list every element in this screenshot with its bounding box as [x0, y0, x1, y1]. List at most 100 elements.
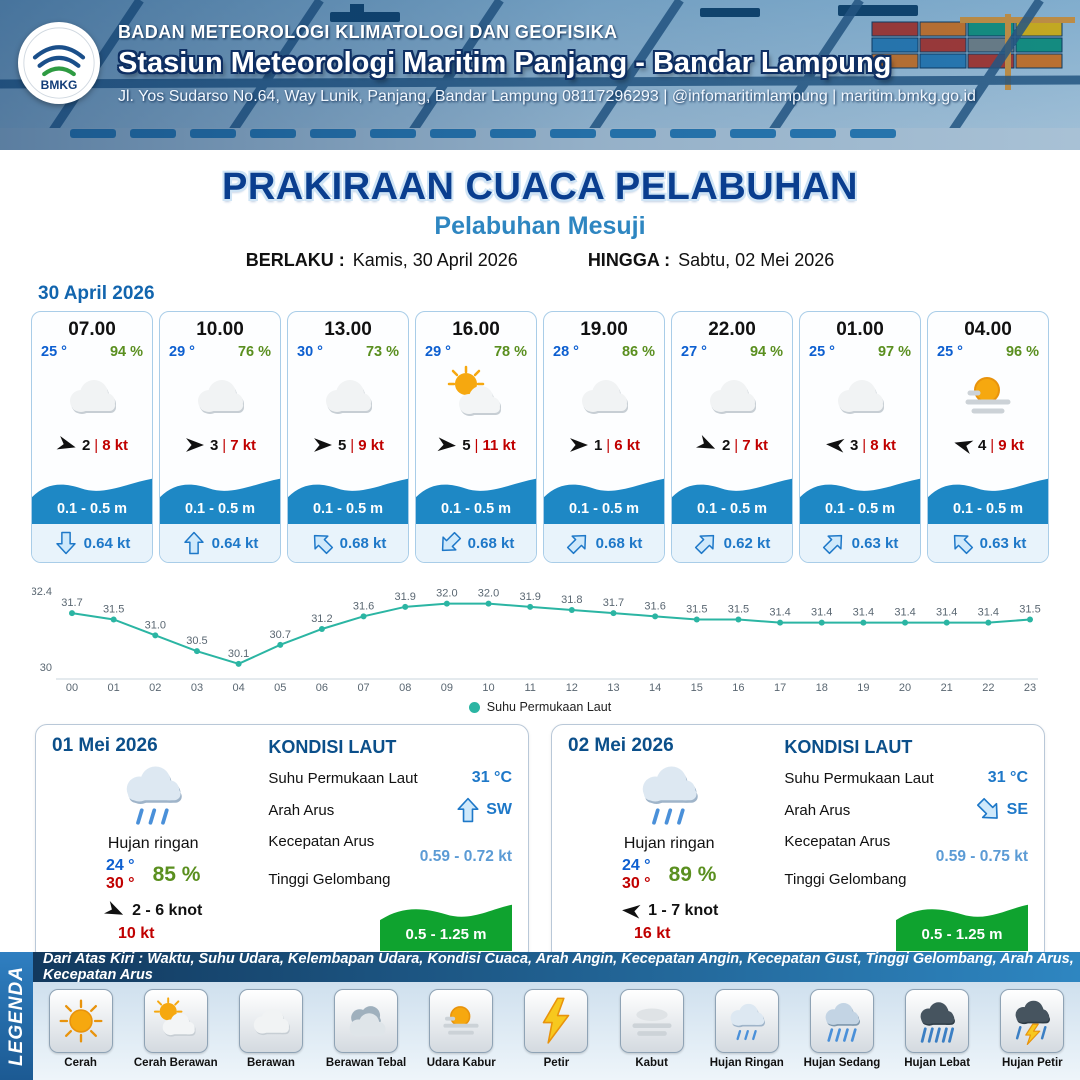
wave-band: 0.1 - 0.5 m — [928, 474, 1048, 524]
svg-text:06: 06 — [316, 682, 328, 693]
svg-text:31.0: 31.0 — [145, 619, 166, 631]
current-direction-label: Arah Arus — [268, 801, 335, 819]
wind-speed: 5 — [462, 436, 471, 454]
wind-row: 2 | 7 kt — [696, 432, 768, 458]
daily-card: 01 Mei 2026 Hujan ringan 24 ° 85 % 30 ° … — [35, 724, 529, 962]
wind-speed: 1 — [593, 436, 603, 454]
wave-height-value: 0.5 - 1.25 m — [921, 926, 1003, 943]
svg-text:04: 04 — [232, 682, 244, 693]
daily-date: 02 Mei 2026 — [568, 735, 674, 756]
time-label: 16.00 — [452, 319, 500, 340]
current-direction-label: Arah Arus — [784, 801, 851, 819]
weather-icon — [821, 360, 899, 432]
legend-section: LEGENDA Dari Atas Kiri : Waktu, Suhu Uda… — [0, 951, 1080, 1080]
wind-direction-icon — [568, 434, 590, 456]
gust-speed: 8 kt — [870, 436, 897, 454]
svg-text:31.4: 31.4 — [978, 607, 999, 619]
svg-text:01: 01 — [108, 682, 120, 693]
svg-text:31.6: 31.6 — [353, 600, 374, 612]
sst-chart-svg: 30 32.4 31.7 00 31.5 01 31.0 02 30.5 03 30.1 04 30.7… — [31, 586, 1041, 694]
legend-caption: Dari Atas Kiri : Waktu, Suhu Udara, Kele… — [33, 951, 1080, 983]
wind-direction-icon — [435, 433, 459, 457]
current-direction-icon — [689, 526, 723, 560]
weather-icon — [181, 360, 259, 432]
current-direction-icon — [54, 531, 78, 555]
svg-text:10: 10 — [482, 682, 494, 693]
current-speed-label: Kecepatan Arus — [784, 833, 891, 850]
temperature: 25 ° — [809, 344, 835, 360]
weather-icon — [53, 360, 131, 432]
separator: | — [94, 436, 99, 454]
weather-icon — [309, 360, 387, 432]
wind-direction-icon — [949, 432, 976, 459]
legend-item: Berawan — [226, 989, 316, 1069]
gust-speed: 8 kt — [102, 436, 129, 454]
svg-text:31.7: 31.7 — [603, 597, 624, 609]
svg-text:17: 17 — [774, 682, 786, 693]
svg-text:07: 07 — [357, 682, 369, 693]
legend-item: Kabut — [607, 989, 697, 1069]
berawan-icon — [238, 989, 303, 1053]
wind-row: 5 | 9 kt — [312, 432, 384, 458]
temperature: 29 ° — [425, 344, 451, 360]
svg-text:13: 13 — [607, 682, 619, 693]
humidity: 97 % — [877, 344, 911, 360]
humidity: 89 % — [668, 863, 717, 886]
wind-speed: 5 — [337, 436, 347, 454]
temp-min: 24 ° — [105, 857, 135, 874]
bmkg-logo-text: BMKG — [41, 78, 78, 92]
svg-text:32.0: 32.0 — [478, 588, 499, 600]
svg-text:18: 18 — [816, 682, 828, 693]
svg-text:31.7: 31.7 — [61, 597, 82, 609]
legend-item: Hujan Sedang — [797, 989, 887, 1069]
time-label: 13.00 — [324, 319, 372, 340]
wind-row: 4 | 9 kt — [952, 432, 1024, 458]
time-label: 04.00 — [964, 319, 1012, 340]
current-direction-icon — [817, 526, 851, 560]
wave-band: 0.1 - 0.5 m — [32, 474, 152, 524]
legend-series-label: Suhu Permukaan Laut — [486, 700, 612, 714]
time-label: 22.00 — [708, 319, 756, 340]
sst-chart: 30 32.4 31.7 00 31.5 01 31.0 02 30.5 03 30.1 04 30.7… — [0, 573, 1080, 714]
current-speed-label: Kecepatan Arus — [268, 833, 375, 850]
wave-height-box: 0.5 - 1.25 m — [380, 899, 512, 951]
condition-label: Hujan ringan — [623, 835, 715, 852]
wind-speed: 4 — [977, 436, 987, 454]
sst-value: 31 °C — [987, 769, 1028, 786]
svg-text:20: 20 — [899, 682, 911, 693]
separator: | — [734, 436, 739, 454]
gust-speed: 9 kt — [358, 436, 385, 454]
wind-row: 3 | 7 kt — [184, 432, 256, 458]
current-direction-icon — [970, 792, 1007, 829]
svg-text:31.5: 31.5 — [1019, 604, 1040, 616]
wave-height: 0.1 - 0.5 m — [56, 501, 128, 517]
current-row: 0.68 kt — [544, 524, 664, 562]
legend-item: Udara Kabur — [416, 989, 506, 1069]
legend-item: Hujan Petir — [987, 989, 1077, 1069]
wind-direction-icon — [823, 433, 847, 457]
rain-icon — [107, 753, 199, 835]
svg-text:19: 19 — [857, 682, 869, 693]
wave-band: 0.1 - 0.5 m — [160, 474, 280, 524]
time-label: 01.00 — [836, 319, 884, 340]
wave-band: 0.1 - 0.5 m — [416, 474, 536, 524]
gust-speed: 16 kt — [633, 925, 671, 942]
udara-kabur-icon — [429, 989, 494, 1053]
svg-text:31.4: 31.4 — [894, 607, 915, 619]
wind-direction-icon — [619, 899, 643, 923]
svg-text:30.1: 30.1 — [228, 648, 249, 660]
temperature: 25 ° — [937, 344, 963, 360]
svg-text:31.2: 31.2 — [311, 613, 332, 625]
station-name: Stasiun Meteorologi Maritim Panjang - Ba… — [118, 47, 892, 79]
weather-icon — [437, 360, 515, 432]
svg-text:32.4: 32.4 — [32, 586, 52, 598]
temperature: 27 ° — [681, 344, 707, 360]
svg-text:31.6: 31.6 — [644, 600, 665, 612]
legend-title: LEGENDA — [0, 952, 33, 1080]
svg-text:22: 22 — [982, 682, 994, 693]
wind-row: 1 | 6 kt — [568, 432, 640, 458]
svg-text:09: 09 — [441, 682, 453, 693]
gust-speed: 7 kt — [742, 436, 769, 454]
svg-text:21: 21 — [941, 682, 953, 693]
current-row: 0.68 kt — [288, 524, 408, 562]
